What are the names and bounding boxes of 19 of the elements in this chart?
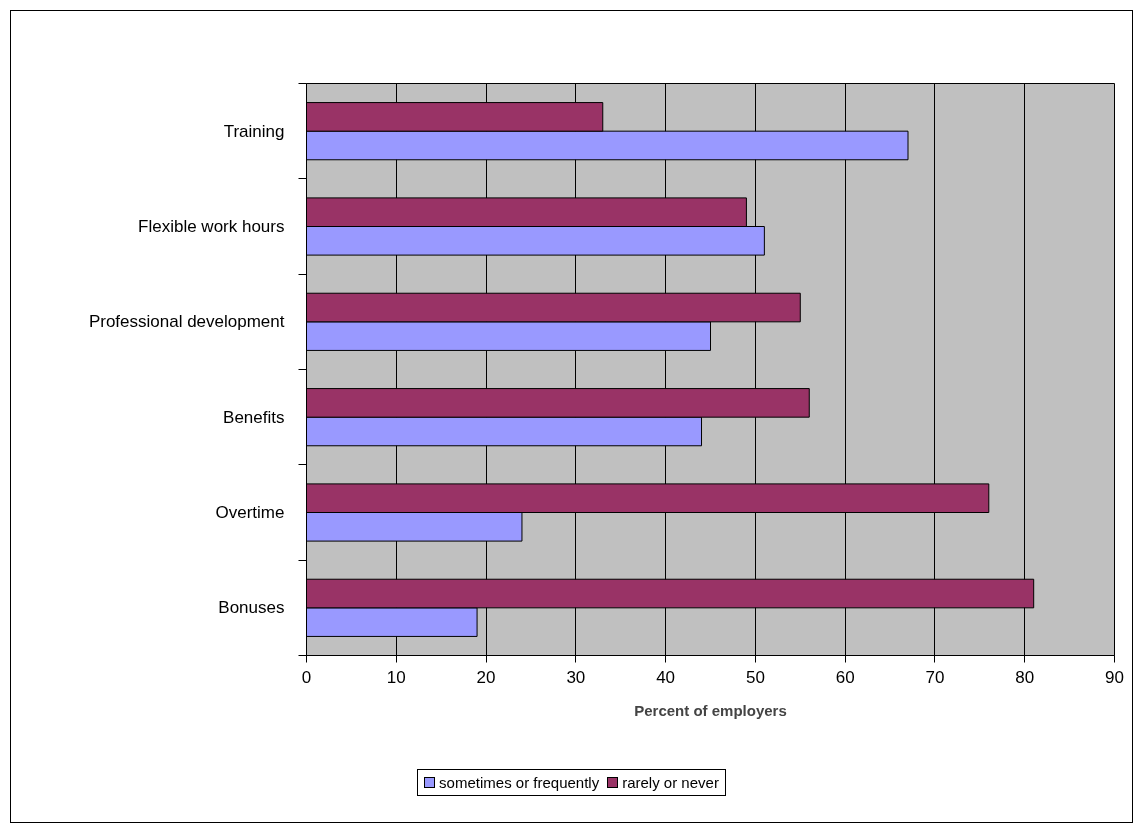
- x-tick-label: 10: [386, 667, 406, 687]
- y-tick-label: Flexible work hours: [138, 217, 285, 236]
- x-tick-label: 30: [566, 667, 586, 687]
- x-tick-label: 90: [1105, 667, 1124, 687]
- legend-label: rarely or never: [622, 773, 719, 793]
- x-tick-label: 60: [835, 667, 855, 687]
- legend-label: sometimes or frequently: [439, 773, 600, 793]
- y-tick-label: Bonuses: [218, 598, 285, 618]
- y-tick-label: Professional development: [88, 312, 285, 332]
- x-axis-title: Percent of employers: [634, 701, 787, 719]
- x-tick-label: 50: [745, 667, 765, 687]
- y-tick-label: Overtime: [215, 503, 285, 522]
- y-tick-label: Benefits: [223, 407, 285, 427]
- x-tick-label: 40: [656, 667, 676, 687]
- x-tick-label: 0: [301, 667, 312, 687]
- x-tick-label: 80: [1015, 667, 1035, 687]
- x-tick-label: 20: [476, 667, 496, 687]
- y-tick-label: Training: [223, 121, 285, 141]
- x-tick-label: 70: [925, 667, 945, 687]
